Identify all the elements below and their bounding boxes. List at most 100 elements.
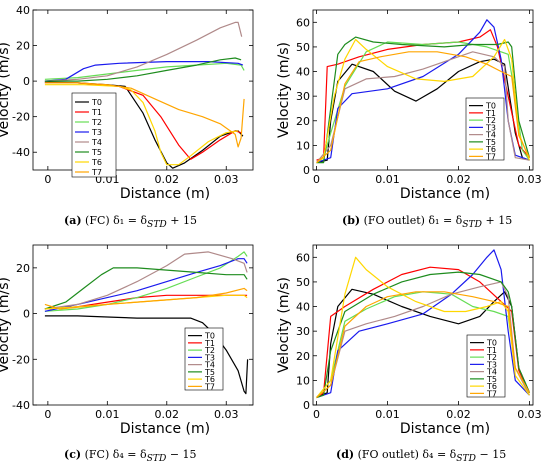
caption-a-text: (FC) δ₁ = δ (85, 214, 148, 227)
panel-4-series-t6 (316, 256, 530, 398)
panel-2-legend-label-t0: T0 (485, 102, 496, 111)
panel-2-series-t0 (316, 58, 530, 164)
panel-3-legend-label-t4: T4 (204, 361, 215, 370)
panel-3-xtick-label: 0 (44, 408, 51, 421)
panel-4-series-t3 (316, 249, 530, 399)
panel-4-ytick-label: 50 (296, 276, 310, 289)
caption-c-sub: STD (146, 453, 167, 465)
panel-4-legend-label-t6: T6 (486, 382, 497, 391)
panel-4-ytick-label: 20 (296, 350, 310, 363)
caption-d-text: (FO outlet) δ₄ = δ (357, 448, 457, 461)
panel-2-xtick-label: 0 (313, 173, 320, 186)
panel-1-legend-label-t0: T0 (91, 98, 102, 107)
panel-1-series-t2 (44, 62, 245, 80)
panel-2-series-t5 (316, 36, 531, 164)
panel-4-group: 0 0.01 0.02 0.03 0 10 20 30 40 50 60 Distance (m) Ve… (276, 244, 542, 437)
panel-4-legend-label-t2: T2 (486, 353, 497, 362)
panel-3-series-t3 (44, 258, 248, 312)
panel-3-legend-label-t0: T0 (204, 332, 215, 341)
panel-2-legend-label-t4: T4 (485, 131, 496, 140)
caption-a-sub: STD (147, 219, 167, 231)
panel-2-xtick-label: 0.02 (446, 173, 471, 186)
panel-1-ytick-label: 40 (16, 4, 30, 17)
panel-4-series-t4 (316, 281, 531, 399)
panel-2-ytick-label: 10 (296, 139, 310, 152)
panel-3-legend-label-t3: T3 (204, 353, 215, 362)
panel-1-xtick-label: 0.02 (155, 173, 180, 186)
panel-3-series-t2 (44, 251, 248, 312)
panel-3-legend-label-t2: T2 (204, 346, 215, 355)
caption-c-text: (FC) δ₄ = δ (84, 448, 147, 461)
panel-4-series-t0 (316, 288, 531, 399)
panel-4-legend-label-t4: T4 (486, 368, 497, 377)
panel-2-legend-label-t6: T6 (485, 145, 496, 154)
panel-4-ytick-label: 0 (303, 399, 310, 412)
panel-2-legend-label-t3: T3 (485, 123, 496, 132)
panel-2-series-t7 (316, 51, 531, 164)
panel-2-legend-label-t5: T5 (485, 138, 496, 147)
panel-1-xlabel: Distance (m) (120, 186, 210, 202)
panel-3-legend-label-t5: T5 (204, 368, 215, 377)
panel-1-xtick-label: 0 (44, 173, 51, 186)
panel-3-ylabel: Velocity (m/s) (0, 277, 12, 373)
panel-2-series-t4 (316, 51, 530, 163)
panel-3-legend-box (184, 327, 224, 391)
panel-2-ytick-label: 40 (296, 66, 310, 79)
panel-2-ytick-label: 20 (296, 115, 310, 128)
panel-4-ytick-label: 10 (296, 374, 310, 387)
caption-c: (c) (FC) δ₄ = δSTD − 15 (64, 448, 197, 464)
panel-4-xtick-label: 0.03 (517, 408, 542, 421)
panel-4-legend-label-t7: T7 (486, 389, 497, 398)
panel-3-ytick-label: -40 (12, 399, 30, 412)
panel-4-series-t7 (316, 291, 531, 399)
panel-3-ytick-label: 20 (16, 262, 30, 275)
panel-1-ytick-label: 0 (23, 75, 30, 88)
panel-2-legend-label-t1: T1 (485, 109, 496, 118)
panel-1-series-group (44, 21, 245, 169)
panel-1-series-t3 (44, 61, 244, 82)
panel-4-legend-label-t5: T5 (486, 375, 497, 384)
panel-4-series-group (316, 249, 531, 399)
panel-1-legend-label-t6: T6 (91, 158, 102, 167)
panel-3-xlabel: Distance (m) (120, 421, 210, 437)
caption-c-tail: − 15 (166, 448, 197, 461)
panel-3-ytick-label: -20 (12, 353, 30, 366)
panel-4-ytick-label: 30 (296, 325, 310, 338)
panel-3-xtick-label: 0.02 (155, 408, 180, 421)
caption-d-tag: (d) (336, 448, 355, 461)
panel-2-ytick-label: 0 (303, 164, 310, 177)
caption-d: (d) (FO outlet) δ₄ = δSTD − 15 (336, 448, 506, 464)
panel-3-xtick-label: 0.03 (214, 408, 239, 421)
panel-1-ytick-label: -40 (12, 146, 30, 159)
panel-1-legend-label-t2: T2 (91, 118, 102, 127)
caption-b: (b) (FO outlet) δ₁ = δSTD + 15 (342, 214, 512, 230)
panel-4-xtick-label: 0.01 (375, 408, 400, 421)
panel-3-series-t0 (44, 315, 249, 395)
panel-4-ylabel: Velocity (m/s) (276, 277, 292, 373)
caption-d-sub: STD (456, 453, 477, 465)
panel-2-legend-label-t7: T7 (485, 152, 496, 161)
panel-2-legend-label-t2: T2 (485, 116, 496, 125)
caption-b-text: (FO outlet) δ₁ = δ (363, 214, 463, 227)
panel-2-ytick-label: 60 (296, 16, 310, 29)
caption-c-tag: (c) (64, 448, 82, 461)
panel-2-ytick-label: 30 (296, 90, 310, 103)
panel-1-legend-label-t4: T4 (91, 138, 102, 147)
panel-2-xlabel: Distance (m) (400, 186, 490, 202)
panel-1-legend-label-t7: T7 (91, 168, 102, 177)
caption-a-tail: + 15 (166, 214, 197, 227)
panel-3-legend-label-t1: T1 (204, 339, 215, 348)
panel-3-legend-label-t7: T7 (204, 382, 215, 391)
panel-2-group: 0 0.01 0.02 0.03 0 10 20 30 40 50 60 Distance (m) Ve… (276, 9, 542, 202)
panel-4-xtick-label: 0.02 (446, 408, 471, 421)
panel-2-xtick-label: 0.01 (375, 173, 400, 186)
panel-3-legend-label-t6: T6 (204, 375, 215, 384)
panel-3-series-t7 (44, 287, 248, 310)
panel-1-ylabel: Velocity (m/s) (0, 42, 12, 138)
